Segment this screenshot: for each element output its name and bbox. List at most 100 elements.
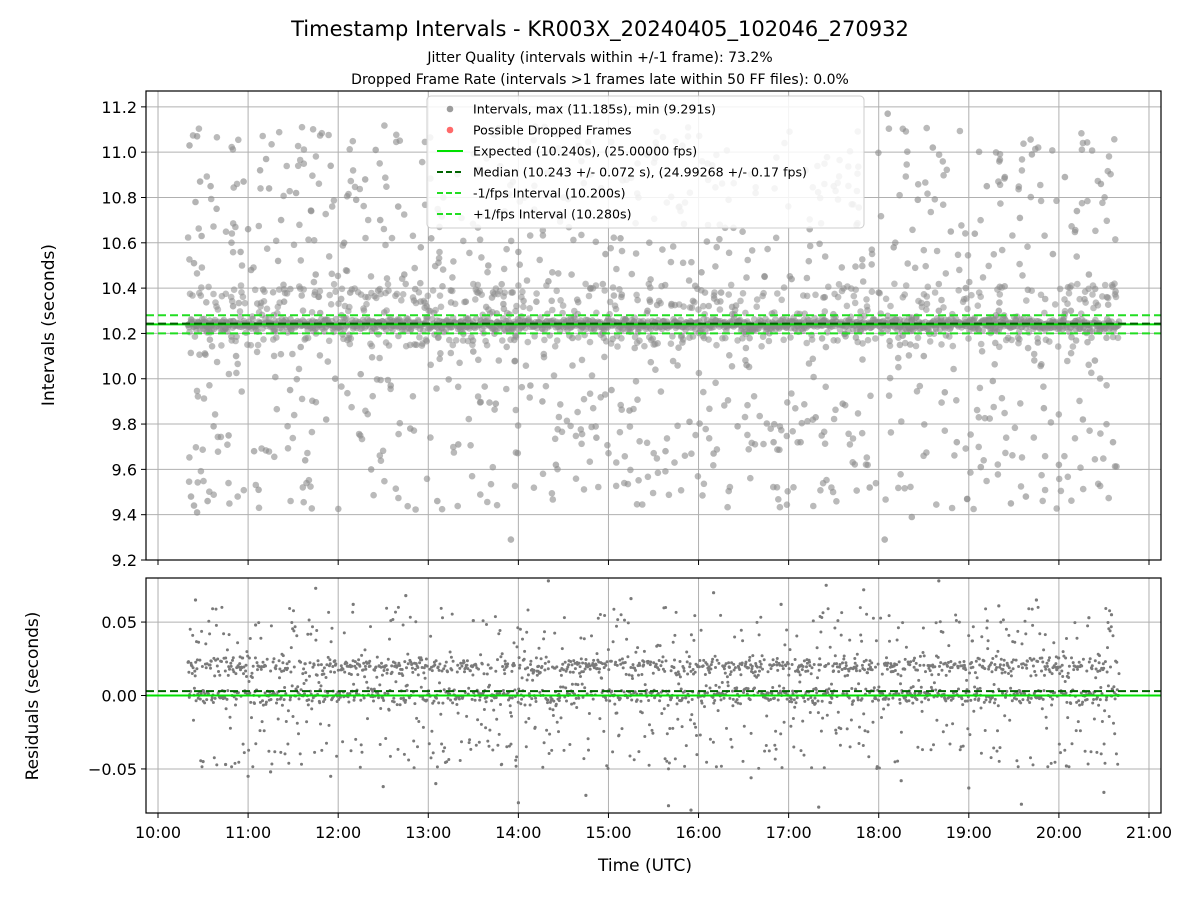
interval-scatter-point — [941, 427, 949, 435]
interval-scatter-point — [771, 420, 778, 428]
interval-scatter-point — [939, 201, 947, 208]
residual-point — [853, 661, 857, 665]
residual-point — [328, 658, 332, 662]
interval-scatter-point — [994, 461, 1002, 468]
residual-point — [299, 660, 303, 664]
residual-point — [620, 657, 624, 661]
interval-band-point — [1089, 291, 1096, 298]
interval-scatter-point — [255, 222, 263, 230]
interval-scatter-point — [185, 478, 193, 486]
interval-scatter-point — [194, 479, 201, 486]
residual-point — [830, 682, 833, 686]
interval-band-point — [437, 303, 445, 311]
interval-band-point — [901, 291, 908, 298]
residual-point — [600, 676, 604, 680]
residual-point — [838, 743, 842, 747]
residual-point — [789, 724, 793, 728]
residual-point — [204, 666, 208, 670]
residual-point — [690, 698, 694, 701]
residual-point — [820, 616, 824, 619]
interval-band-point — [872, 335, 879, 342]
interval-scatter-point — [895, 484, 902, 492]
interval-scatter-point — [669, 243, 677, 250]
interval-band-point — [398, 297, 405, 304]
interval-point-68 — [507, 536, 515, 543]
interval-scatter-point — [894, 354, 902, 362]
residual-point — [234, 703, 237, 707]
residual-point — [582, 637, 586, 641]
residual-point — [579, 636, 583, 640]
residual-point — [273, 750, 277, 754]
interval-scatter-point — [548, 490, 556, 497]
residual-point — [325, 663, 329, 667]
residual-point — [420, 666, 424, 669]
residual-point — [954, 619, 958, 622]
residual-point — [218, 673, 222, 677]
residual-point — [290, 684, 294, 688]
residual-point — [460, 740, 463, 744]
residual-point — [539, 657, 543, 661]
residual-point — [378, 683, 382, 687]
interval-scatter-point — [536, 256, 543, 264]
residual-point — [723, 671, 727, 675]
residual-point — [225, 660, 229, 664]
residual-point — [333, 659, 337, 663]
residual-point — [729, 670, 733, 674]
residual-point — [870, 661, 874, 665]
residual-point — [477, 740, 481, 744]
residual-point — [835, 665, 839, 669]
residual-point — [413, 702, 417, 706]
residual-point — [922, 663, 926, 667]
residual-point — [791, 689, 795, 693]
residual-point — [354, 737, 358, 741]
residual-point — [319, 684, 323, 688]
interval-scatter-point — [636, 438, 643, 445]
interval-scatter-point — [820, 428, 828, 436]
interval-band-point — [230, 286, 238, 294]
interval-scatter-point — [186, 454, 193, 461]
residual-point — [387, 708, 391, 712]
residual-point — [687, 655, 691, 659]
interval-band-point — [737, 297, 744, 305]
residual-point — [352, 695, 356, 699]
residual-point — [316, 663, 320, 667]
residual-point — [999, 657, 1003, 661]
residual-point — [602, 666, 606, 670]
interval-scatter-point — [1103, 334, 1110, 342]
residual-point — [767, 749, 771, 753]
interval-scatter-point — [1019, 272, 1026, 279]
interval-scatter-point — [297, 257, 305, 264]
interval-band-point — [384, 281, 392, 288]
residual-point — [637, 750, 641, 754]
interval-scatter-point — [978, 348, 986, 355]
residual-point — [676, 717, 680, 721]
residual-point — [477, 692, 481, 696]
residual-point — [828, 645, 832, 649]
residual-point — [265, 657, 269, 661]
residual-point — [785, 697, 789, 701]
interval-point-63 — [470, 348, 477, 355]
residual-point — [587, 712, 591, 715]
residual-point — [325, 741, 328, 745]
residual-point — [710, 660, 714, 664]
interval-band-point — [680, 303, 687, 310]
interval-band-point — [210, 290, 217, 298]
residual-point — [422, 671, 426, 675]
residual-point — [985, 626, 989, 630]
residual-point — [474, 663, 478, 667]
residual-point — [746, 687, 750, 691]
interval-point-129 — [983, 182, 991, 190]
interval-scatter-point — [1009, 452, 1016, 459]
interval-scatter-point — [805, 257, 813, 265]
interval-scatter-point — [193, 387, 201, 395]
interval-scatter-point — [688, 450, 695, 458]
interval-band-point — [189, 292, 196, 299]
residual-point — [993, 701, 996, 705]
interval-scatter-point — [963, 495, 971, 503]
interval-scatter-point — [882, 496, 889, 503]
residual-point — [269, 669, 273, 673]
residual-point — [414, 620, 418, 624]
residual-point — [793, 658, 797, 661]
residual-point — [512, 663, 516, 667]
residual-point — [559, 685, 563, 689]
